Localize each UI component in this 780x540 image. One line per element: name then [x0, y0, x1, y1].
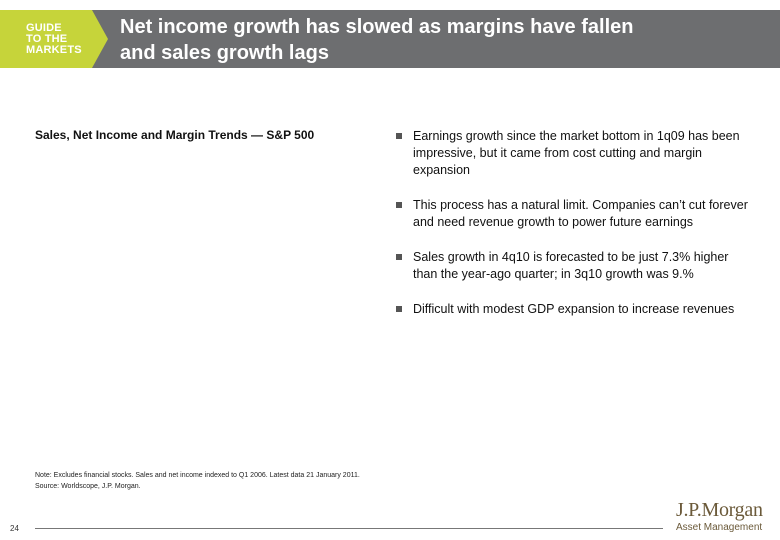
logo-line-2: TO THE [26, 33, 68, 45]
bullet-item: Difficult with modest GDP expansion to i… [396, 301, 756, 318]
jpmorgan-logo: J.P.Morgan Asset Management [676, 500, 772, 534]
brand-subtitle: Asset Management [676, 522, 763, 533]
page-title-line-2: and sales growth lags [120, 42, 329, 64]
footer-divider [35, 528, 663, 529]
bullet-item: Earnings growth since the market bottom … [396, 128, 756, 179]
square-bullet-icon [396, 254, 402, 260]
brand-name: J.P.Morgan [676, 499, 763, 521]
header-band [0, 10, 780, 68]
bullet-text: Earnings growth since the market bottom … [413, 129, 740, 177]
bullet-text: This process has a natural limit. Compan… [413, 198, 748, 229]
bullet-item: Sales growth in 4q10 is forecasted to be… [396, 249, 756, 283]
source-note: Note: Excludes financial stocks. Sales a… [35, 472, 360, 490]
page-number: 24 [10, 524, 19, 533]
bullet-item: This process has a natural limit. Compan… [396, 197, 756, 231]
square-bullet-icon [396, 306, 402, 312]
logo-line-3: MARKETS [26, 44, 82, 56]
square-bullet-icon [396, 202, 402, 208]
square-bullet-icon [396, 133, 402, 139]
page-title: Net income growth has slowed as margins … [120, 14, 760, 66]
guide-to-the-markets-logo: GUIDE TO THE MARKETS [0, 10, 108, 68]
bullet-text: Sales growth in 4q10 is forecasted to be… [413, 250, 729, 281]
chart-title: Sales, Net Income and Margin Trends — S&… [35, 128, 315, 142]
logo-chevron-shape [0, 10, 108, 68]
logo-line-1: GUIDE [26, 22, 62, 34]
bullet-list: Earnings growth since the market bottom … [396, 128, 756, 318]
page-title-line-1: Net income growth has slowed as margins … [120, 16, 634, 38]
bullet-text: Difficult with modest GDP expansion to i… [413, 302, 735, 316]
